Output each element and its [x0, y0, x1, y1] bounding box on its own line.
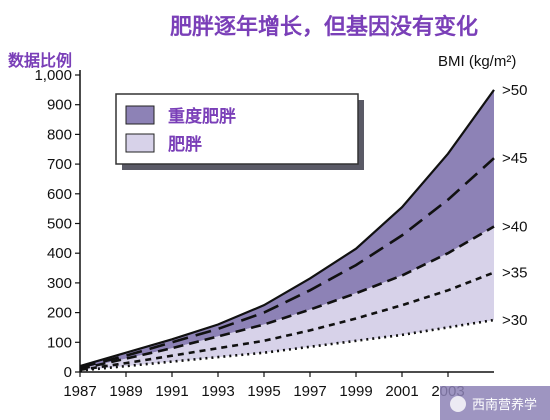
y-tick-label: 200 — [47, 305, 72, 322]
series-line-bmi-gt50 — [79, 89, 495, 368]
legend-label-obese: 肥胖 — [168, 134, 202, 155]
y-tick-label: 100 — [47, 334, 72, 351]
legend-swatch-severe — [125, 105, 155, 125]
series-label-bmi-gt45: >45 — [502, 150, 527, 167]
y-tick-label: 500 — [47, 216, 72, 233]
obesity-band — [80, 226, 494, 371]
y-tick-label: 1,000 — [34, 67, 72, 84]
watermark: 西南营养学 — [440, 386, 550, 420]
series-line-bmi-gt45 — [79, 157, 495, 369]
y-tick-label: 800 — [47, 126, 72, 143]
x-tick-label: 1991 — [155, 383, 188, 400]
x-tick-label: 2001 — [385, 383, 418, 400]
chart-title: 肥胖逐年增长，但基因没有变化 — [170, 14, 478, 40]
y-tick-label: 300 — [47, 275, 72, 292]
legend-swatch-obese — [125, 133, 155, 153]
x-tick-label: 1999 — [339, 383, 372, 400]
x-tick-label: 1989 — [109, 383, 142, 400]
y-tick-label: 400 — [47, 245, 72, 262]
y-tick-label: 900 — [47, 97, 72, 114]
x-tick-label: 1995 — [247, 383, 280, 400]
y-tick-label: 600 — [47, 186, 72, 203]
x-tick-label: 1993 — [201, 383, 234, 400]
series-line-bmi-gt40 — [79, 225, 495, 371]
y-tick-label: 0 — [64, 364, 72, 381]
y-tick-label: 700 — [47, 156, 72, 173]
watermark-logo-icon — [450, 396, 466, 412]
legend-box — [115, 93, 359, 165]
bmi-unit-label: BMI (kg/m²) — [438, 53, 516, 70]
axes: >50 >45 >40 >35 >30 0 100 200 300 400 500 600 700 800… — [34, 67, 527, 400]
watermark-text: 西南营养学 — [472, 397, 537, 413]
series-line-bmi-gt35 — [79, 271, 495, 372]
legend: 重度肥胖 肥胖 — [115, 93, 364, 170]
series-label-bmi-gt30: >30 — [502, 312, 527, 329]
series-label-bmi-gt50: >50 — [502, 82, 527, 99]
x-tick-label: 1997 — [293, 383, 326, 400]
legend-label-severe: 重度肥胖 — [168, 106, 236, 127]
x-tick-label: 1987 — [63, 383, 96, 400]
plot-area — [79, 89, 495, 372]
y-axis-label: 数据比例 — [8, 51, 72, 70]
series-label-bmi-gt40: >40 — [502, 219, 527, 236]
series-label-bmi-gt35: >35 — [502, 265, 527, 282]
